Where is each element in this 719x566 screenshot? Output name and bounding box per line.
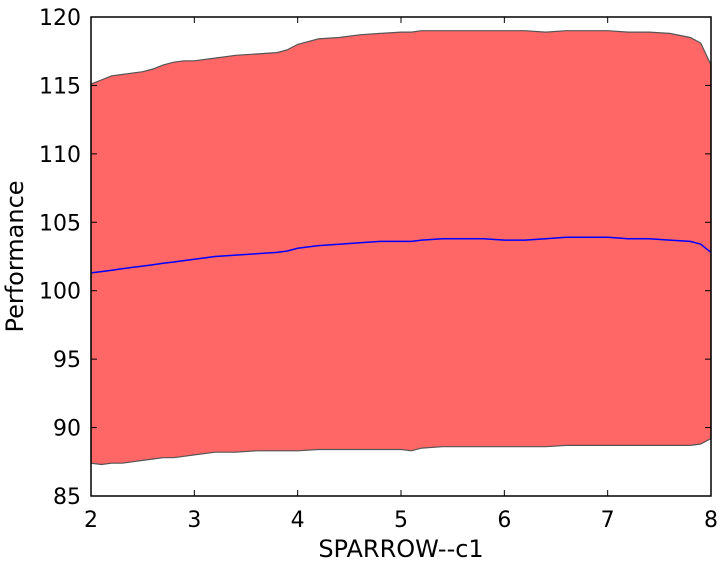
y-axis-label: Performance — [1, 180, 29, 332]
confidence-band — [90, 30, 712, 466]
x-tick-label: 6 — [497, 508, 511, 533]
x-tick-label: 3 — [187, 508, 201, 533]
y-tick-label: 105 — [39, 211, 81, 236]
mean-line — [90, 236, 712, 274]
x-tick-label: 2 — [84, 508, 98, 533]
chart-marks — [90, 30, 712, 466]
y-tick-label: 110 — [39, 143, 81, 168]
y-tick-label: 85 — [53, 485, 81, 510]
y-tick-label: 90 — [53, 417, 81, 442]
y-tick-label: 120 — [39, 6, 81, 31]
x-axis-label: SPARROW--c1 — [318, 535, 483, 563]
axis-ticks: 2 3 4 5 6 7 8 85 90 95 100 105 110 115 120 — [39, 6, 718, 533]
y-tick-label: 100 — [39, 280, 81, 305]
x-tick-label: 5 — [394, 508, 408, 533]
x-tick-label: 4 — [291, 508, 305, 533]
x-tick-label: 7 — [601, 508, 615, 533]
x-tick-label: 8 — [704, 508, 718, 533]
y-tick-label: 115 — [39, 74, 81, 99]
y-tick-label: 95 — [53, 348, 81, 373]
